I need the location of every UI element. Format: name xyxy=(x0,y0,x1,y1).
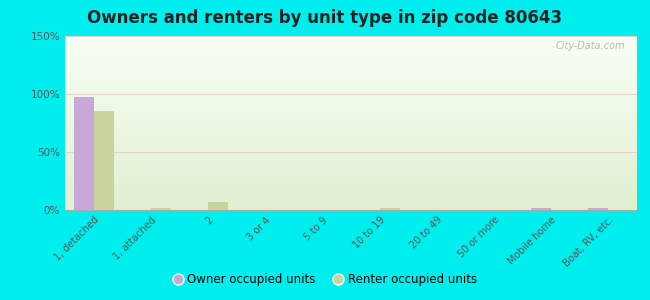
Bar xyxy=(531,208,551,210)
Bar xyxy=(208,202,228,210)
Bar xyxy=(94,111,114,210)
Text: City-Data.com: City-Data.com xyxy=(556,41,625,51)
Text: Owners and renters by unit type in zip code 80643: Owners and renters by unit type in zip c… xyxy=(88,9,562,27)
Legend: Owner occupied units, Renter occupied units: Owner occupied units, Renter occupied un… xyxy=(168,269,482,291)
Bar xyxy=(151,208,171,210)
Bar xyxy=(73,98,94,210)
Bar xyxy=(588,208,608,210)
Bar xyxy=(380,208,400,210)
